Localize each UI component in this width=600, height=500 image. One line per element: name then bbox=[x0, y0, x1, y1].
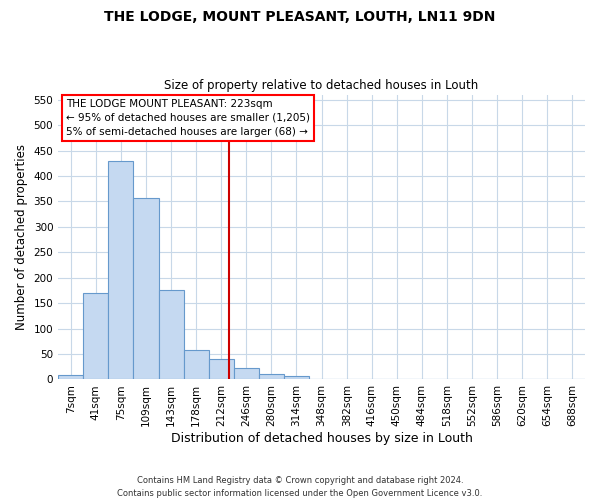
Bar bbox=[234, 368, 259, 380]
Y-axis label: Number of detached properties: Number of detached properties bbox=[15, 144, 28, 330]
Bar bbox=[58, 376, 83, 380]
X-axis label: Distribution of detached houses by size in Louth: Distribution of detached houses by size … bbox=[170, 432, 473, 445]
Bar bbox=[259, 374, 284, 380]
Bar bbox=[184, 350, 209, 380]
Bar bbox=[83, 293, 109, 380]
Bar bbox=[209, 359, 234, 380]
Bar bbox=[133, 198, 158, 380]
Bar bbox=[109, 160, 133, 380]
Bar bbox=[409, 379, 434, 380]
Bar bbox=[560, 379, 585, 380]
Bar bbox=[158, 290, 184, 380]
Bar bbox=[284, 376, 309, 380]
Bar bbox=[309, 379, 334, 380]
Text: THE LODGE, MOUNT PLEASANT, LOUTH, LN11 9DN: THE LODGE, MOUNT PLEASANT, LOUTH, LN11 9… bbox=[104, 10, 496, 24]
Bar bbox=[535, 379, 560, 380]
Text: THE LODGE MOUNT PLEASANT: 223sqm
← 95% of detached houses are smaller (1,205)
5%: THE LODGE MOUNT PLEASANT: 223sqm ← 95% o… bbox=[66, 99, 310, 137]
Title: Size of property relative to detached houses in Louth: Size of property relative to detached ho… bbox=[164, 79, 479, 92]
Text: Contains HM Land Registry data © Crown copyright and database right 2024.
Contai: Contains HM Land Registry data © Crown c… bbox=[118, 476, 482, 498]
